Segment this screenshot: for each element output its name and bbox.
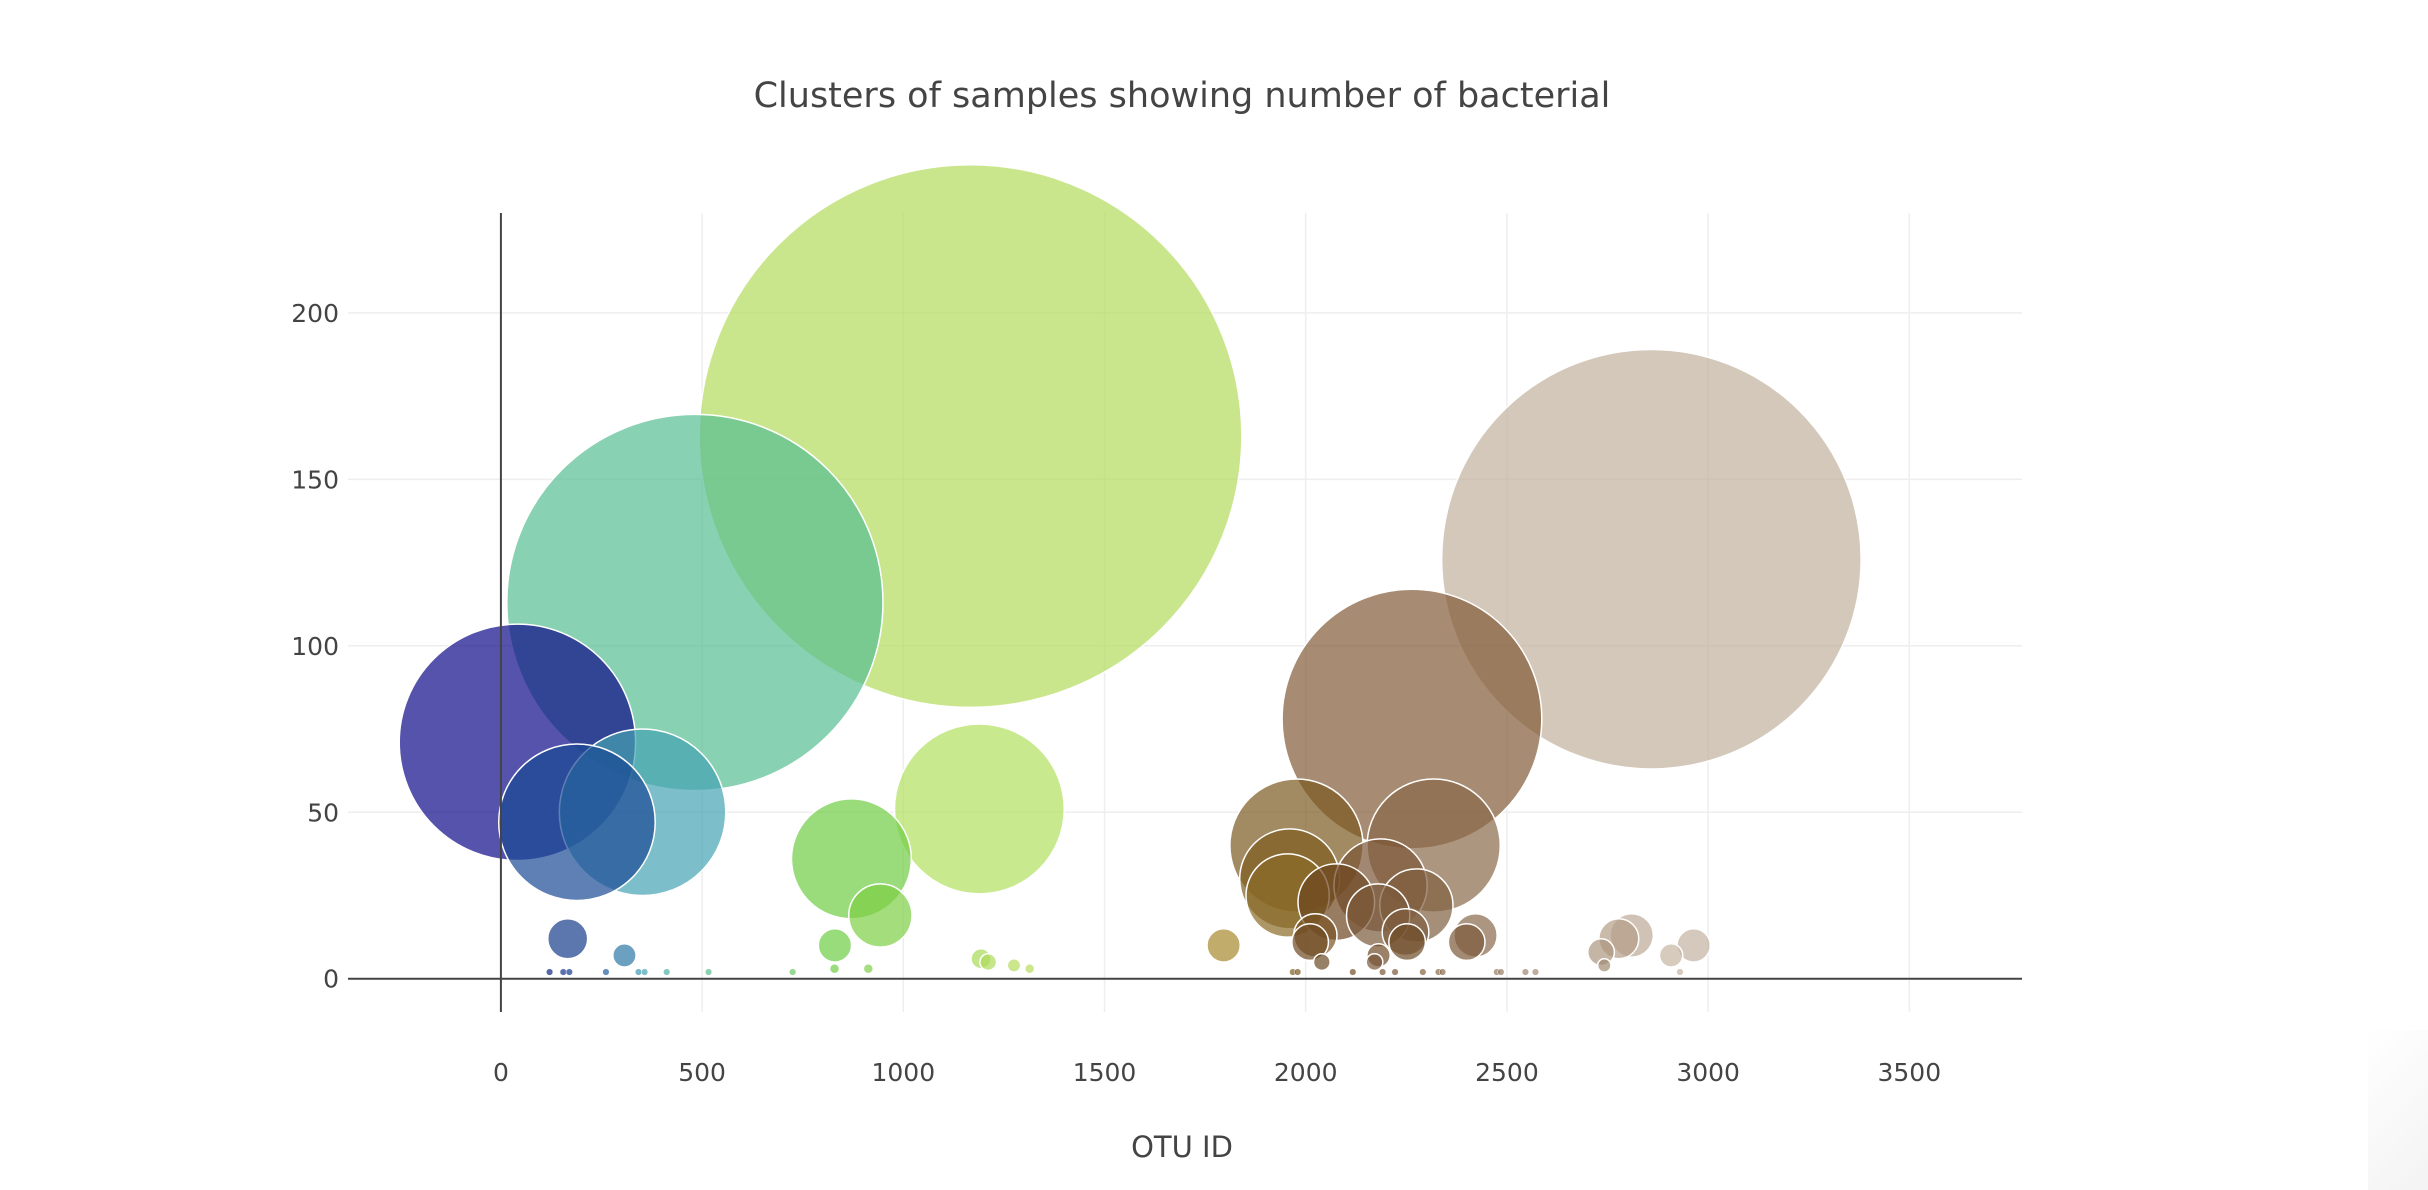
bubble-point — [1291, 923, 1330, 962]
x-tick-label: 3500 — [1878, 1058, 1942, 1087]
bubble-point — [862, 962, 875, 975]
bubble-point — [828, 962, 841, 975]
x-tick-label: 0 — [493, 1058, 509, 1087]
bubble-point — [565, 968, 573, 976]
bubble-point — [1676, 968, 1684, 976]
bubble-point — [663, 968, 671, 976]
bubble-point — [1388, 923, 1427, 962]
x-tick-label: 3000 — [1676, 1058, 1740, 1087]
bubble-point — [546, 968, 554, 976]
bubble-point — [1447, 923, 1486, 962]
x-axis-label: OTU ID — [1131, 1130, 1233, 1164]
y-tick-labels: 0 50 100 150 200 — [291, 299, 339, 994]
bubble-point — [640, 968, 649, 976]
y-tick-label: 50 — [307, 798, 339, 827]
bubble-point — [1294, 968, 1302, 976]
x-tick-label: 1000 — [872, 1058, 936, 1087]
bubble-point — [848, 883, 913, 948]
axes — [348, 213, 2022, 1012]
bubble-point — [1206, 928, 1242, 963]
y-tick-label: 100 — [291, 632, 339, 661]
y-tick-label: 200 — [291, 299, 339, 328]
bubble-point — [1391, 968, 1399, 976]
bubble-point — [1006, 957, 1022, 973]
x-tick-label: 2000 — [1274, 1058, 1338, 1087]
bubble-point — [1658, 943, 1684, 968]
bubble-point — [893, 723, 1066, 895]
bubble-point — [1438, 968, 1447, 976]
bubble-point — [789, 968, 797, 976]
bubble-point — [817, 928, 853, 963]
bubble-point — [546, 918, 589, 960]
bubble-point — [1312, 952, 1331, 972]
bubble-point — [559, 968, 567, 976]
x-tick-label: 500 — [678, 1058, 726, 1087]
bubble-point — [1365, 952, 1384, 972]
bubble-point — [1497, 968, 1505, 976]
bubble-point — [1531, 968, 1540, 976]
bubble-point — [602, 968, 610, 976]
bubble-point — [497, 743, 656, 902]
page-corner-shade — [2368, 1030, 2428, 1190]
x-tick-label: 1500 — [1073, 1058, 1137, 1087]
x-tick-labels: 0 500 1000 1500 2000 2500 3000 3500 — [493, 1058, 1941, 1087]
chart-title: Clusters of samples showing number of ba… — [753, 76, 1611, 116]
y-tick-label: 0 — [323, 965, 339, 994]
bubble-point — [1596, 957, 1612, 973]
y-tick-label: 150 — [291, 465, 339, 494]
bubble-point — [612, 943, 637, 968]
bubble-point — [1379, 968, 1387, 976]
bubble-point — [1419, 968, 1427, 976]
bubble-point — [979, 952, 998, 972]
bubble-point — [1440, 348, 1862, 770]
bubble-point — [1521, 968, 1530, 976]
bubble-point — [704, 968, 713, 976]
bubble-series — [398, 163, 1862, 976]
bubble-point — [634, 968, 643, 976]
bubble-point — [1023, 962, 1036, 975]
bubble-point — [1349, 968, 1357, 976]
x-tick-label: 2500 — [1475, 1058, 1539, 1087]
